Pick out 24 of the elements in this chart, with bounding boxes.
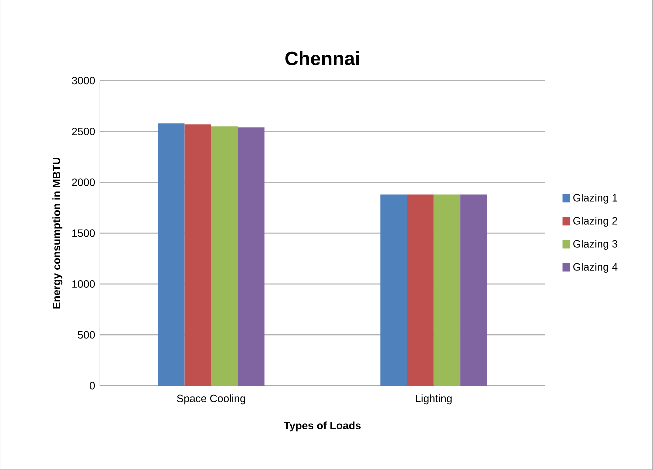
bar bbox=[407, 194, 434, 386]
y-tick-label: 2500 bbox=[72, 128, 96, 136]
x-axis-title: Types of Loads bbox=[284, 422, 361, 432]
legend-label: Glazing 2 bbox=[574, 216, 618, 227]
y-tick-label: 500 bbox=[78, 331, 96, 339]
x-tick-label: Lighting bbox=[416, 394, 452, 405]
y-tick-label: 3000 bbox=[72, 77, 96, 85]
bar bbox=[158, 124, 185, 386]
x-tick-label: Space Cooling bbox=[177, 394, 246, 405]
bar bbox=[434, 194, 461, 386]
bar bbox=[380, 194, 408, 386]
y-axis-title: Energy consumption in MBTU bbox=[52, 158, 63, 309]
bar bbox=[460, 194, 488, 386]
legend-label: Glazing 1 bbox=[574, 194, 618, 204]
legend-label: Glazing 4 bbox=[574, 263, 618, 273]
y-tick-label: 0 bbox=[90, 382, 96, 390]
chart-title: Chennai bbox=[286, 51, 360, 66]
bar bbox=[184, 124, 212, 386]
y-tick-label: 1000 bbox=[72, 280, 96, 288]
bar bbox=[211, 126, 238, 386]
y-tick-label: 2000 bbox=[72, 178, 96, 186]
bar bbox=[238, 128, 265, 386]
y-tick-label: 1500 bbox=[72, 230, 96, 238]
legend-label: Glazing 3 bbox=[574, 240, 618, 250]
